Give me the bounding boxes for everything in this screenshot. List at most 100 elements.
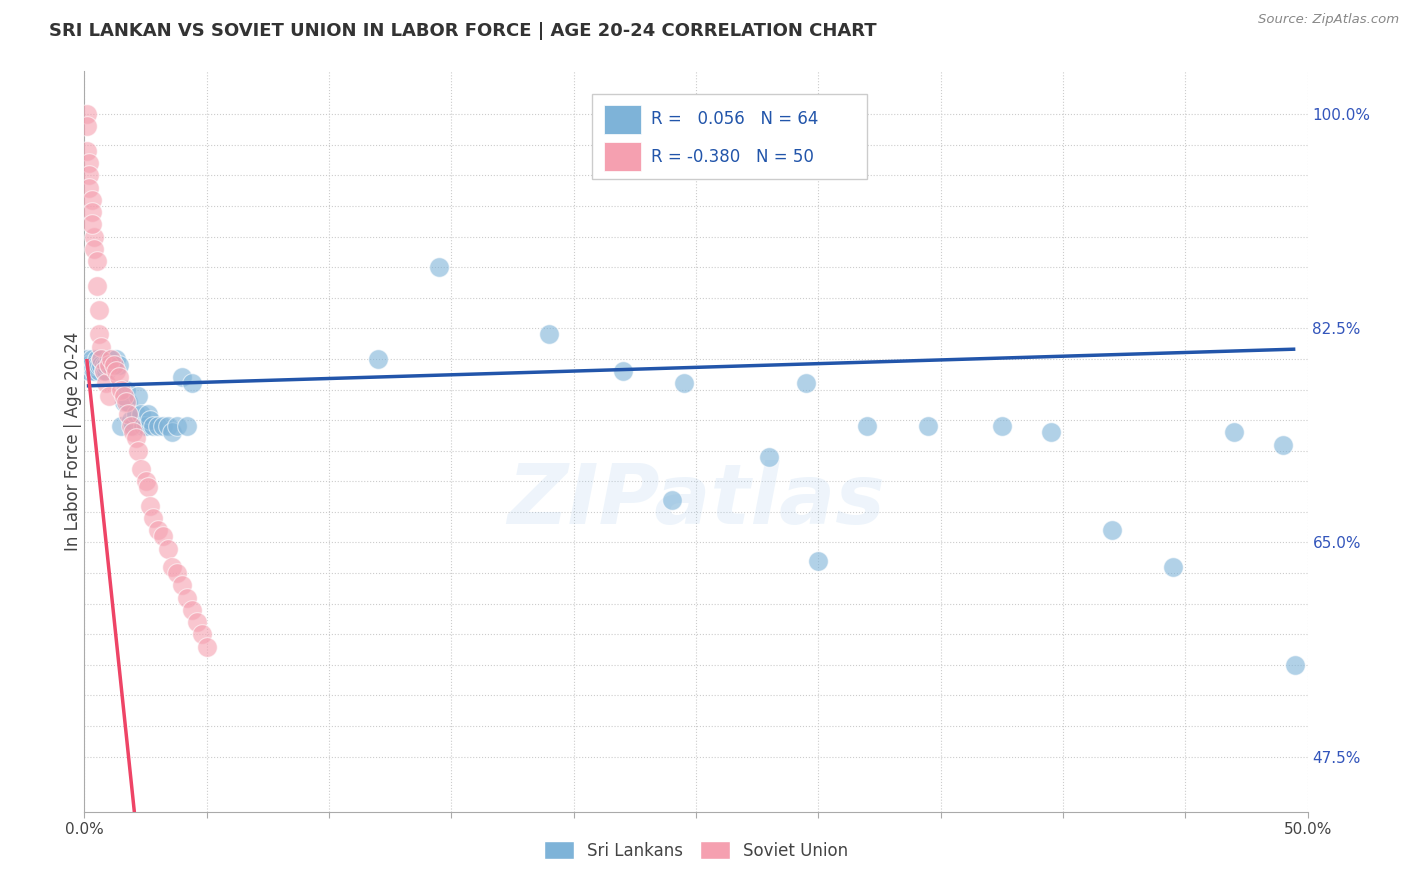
Point bbox=[856, 419, 879, 434]
Point bbox=[162, 560, 184, 574]
Point bbox=[77, 156, 100, 170]
Point bbox=[172, 578, 194, 592]
Point bbox=[120, 413, 142, 427]
Point bbox=[115, 394, 138, 409]
Text: R =   0.056   N = 64: R = 0.056 N = 64 bbox=[651, 111, 818, 128]
Point bbox=[103, 358, 125, 372]
Point bbox=[127, 389, 149, 403]
Point bbox=[807, 554, 830, 568]
Point bbox=[166, 566, 188, 580]
Point bbox=[122, 419, 145, 434]
Point bbox=[97, 351, 120, 366]
Point bbox=[77, 364, 100, 378]
Point bbox=[87, 358, 110, 372]
Point bbox=[1223, 425, 1246, 440]
Legend: Sri Lankans, Soviet Union: Sri Lankans, Soviet Union bbox=[537, 835, 855, 866]
Point bbox=[90, 340, 112, 354]
Point bbox=[129, 407, 152, 421]
Point bbox=[117, 394, 139, 409]
Point bbox=[86, 278, 108, 293]
Point bbox=[77, 169, 100, 183]
Point bbox=[1272, 437, 1295, 451]
Point bbox=[132, 419, 155, 434]
Point bbox=[76, 144, 98, 158]
Point bbox=[120, 419, 142, 434]
Point bbox=[105, 351, 128, 366]
Point bbox=[166, 419, 188, 434]
Point bbox=[90, 351, 112, 366]
Point bbox=[1101, 523, 1123, 537]
Point bbox=[127, 443, 149, 458]
Y-axis label: In Labor Force | Age 20-24: In Labor Force | Age 20-24 bbox=[65, 332, 82, 551]
Point bbox=[97, 389, 120, 403]
Point bbox=[90, 358, 112, 372]
Point bbox=[794, 376, 817, 391]
Point bbox=[96, 376, 118, 391]
Point bbox=[93, 364, 115, 378]
Point bbox=[156, 541, 179, 556]
Point bbox=[115, 383, 138, 397]
Text: SRI LANKAN VS SOVIET UNION IN LABOR FORCE | AGE 20-24 CORRELATION CHART: SRI LANKAN VS SOVIET UNION IN LABOR FORC… bbox=[49, 22, 877, 40]
Point bbox=[83, 242, 105, 256]
Point bbox=[1039, 425, 1062, 440]
Point bbox=[172, 370, 194, 384]
Point bbox=[142, 419, 165, 434]
Point bbox=[1161, 560, 1184, 574]
Point bbox=[117, 407, 139, 421]
Point bbox=[672, 376, 695, 391]
Point bbox=[758, 450, 780, 464]
Point bbox=[110, 419, 132, 434]
Point bbox=[186, 615, 208, 629]
Point bbox=[990, 419, 1012, 434]
Point bbox=[156, 419, 179, 434]
Point bbox=[93, 364, 115, 378]
Text: R = -0.380   N = 50: R = -0.380 N = 50 bbox=[651, 147, 814, 166]
Point bbox=[661, 492, 683, 507]
Point bbox=[80, 358, 103, 372]
Point bbox=[86, 351, 108, 366]
Text: ZIPatlas: ZIPatlas bbox=[508, 460, 884, 541]
Point bbox=[86, 358, 108, 372]
Point bbox=[76, 860, 98, 874]
Point bbox=[146, 419, 169, 434]
Point bbox=[80, 193, 103, 207]
Point bbox=[105, 364, 128, 378]
Point bbox=[176, 591, 198, 605]
Point bbox=[136, 480, 159, 494]
Point bbox=[367, 351, 389, 366]
Point bbox=[191, 627, 214, 641]
Point bbox=[93, 358, 115, 372]
Point bbox=[80, 205, 103, 219]
Point bbox=[80, 351, 103, 366]
Point bbox=[152, 529, 174, 543]
Point bbox=[125, 407, 148, 421]
Point bbox=[76, 107, 98, 121]
Point bbox=[87, 303, 110, 318]
Point bbox=[195, 640, 218, 654]
Point bbox=[1284, 657, 1306, 672]
Point bbox=[97, 358, 120, 372]
Point bbox=[76, 351, 98, 366]
Point bbox=[86, 254, 108, 268]
Point bbox=[181, 603, 204, 617]
Point bbox=[136, 407, 159, 421]
Point bbox=[152, 419, 174, 434]
Point bbox=[87, 364, 110, 378]
Point bbox=[107, 358, 129, 372]
Point bbox=[146, 523, 169, 537]
Point bbox=[112, 394, 135, 409]
Point bbox=[76, 358, 98, 372]
Point bbox=[538, 327, 561, 342]
Point bbox=[90, 351, 112, 366]
Point bbox=[917, 419, 939, 434]
Point bbox=[162, 425, 184, 440]
Point bbox=[135, 419, 157, 434]
Point bbox=[129, 462, 152, 476]
Point bbox=[110, 383, 132, 397]
Point bbox=[107, 370, 129, 384]
Bar bbox=[605, 142, 641, 171]
FancyBboxPatch shape bbox=[592, 94, 868, 178]
Point bbox=[97, 358, 120, 372]
Point bbox=[427, 260, 450, 275]
Point bbox=[142, 511, 165, 525]
